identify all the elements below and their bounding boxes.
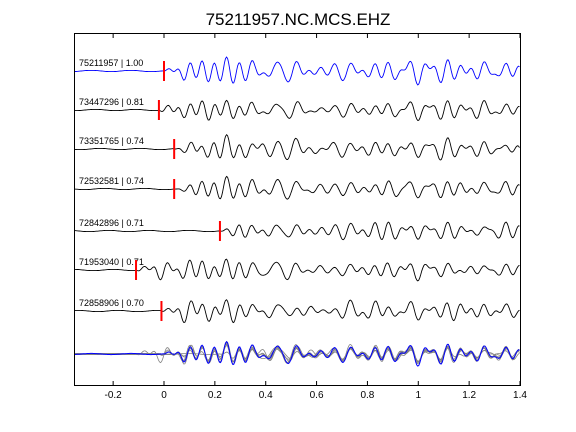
trace-label: 73351765 | 0.74 (79, 136, 144, 146)
x-tick-label: 0.2 (208, 390, 222, 401)
trace-label: 72532581 | 0.74 (79, 176, 144, 186)
waveform-trace (74, 133, 520, 161)
trace-label: 71953040 | 0.71 (79, 257, 144, 267)
x-tick-label: -0.2 (105, 390, 123, 401)
x-tick-label: 1.2 (462, 390, 476, 401)
trace-label: 73447296 | 0.81 (79, 97, 144, 107)
waveform-trace (75, 99, 520, 122)
waveform-trace (75, 56, 520, 86)
trace-labels: 75211957 | 1.00 73447296 | 0.81 73351765 |… (79, 58, 144, 308)
pick-markers (135, 61, 221, 321)
trace-layer (74, 56, 520, 324)
x-tick-label: 0.6 (310, 390, 324, 401)
plot-frame (74, 33, 521, 386)
x-tick-label: 0 (161, 390, 167, 401)
waveform-trace (75, 258, 520, 282)
chart-title: 75211957.NC.MCS.EHZ (206, 10, 391, 29)
x-tick-label: 0.4 (259, 390, 273, 401)
stack-reference-trace (74, 340, 520, 367)
waveform-trace (74, 175, 520, 200)
stack-overlay (74, 340, 520, 367)
x-tick-label: 0.8 (360, 390, 374, 401)
x-tick-label: 1 (416, 390, 422, 401)
trace-label: 75211957 | 1.00 (79, 58, 143, 68)
waveform-trace (74, 221, 520, 241)
waveform-trace (75, 299, 520, 324)
x-axis: -0.2 0 0.2 0.4 0.6 0.8 1 1.2 1.4 (105, 34, 527, 401)
trace-label: 72858906 | 0.70 (79, 298, 144, 308)
x-tick-label: 1.4 (513, 390, 527, 401)
trace-label: 72842896 | 0.71 (79, 218, 144, 228)
